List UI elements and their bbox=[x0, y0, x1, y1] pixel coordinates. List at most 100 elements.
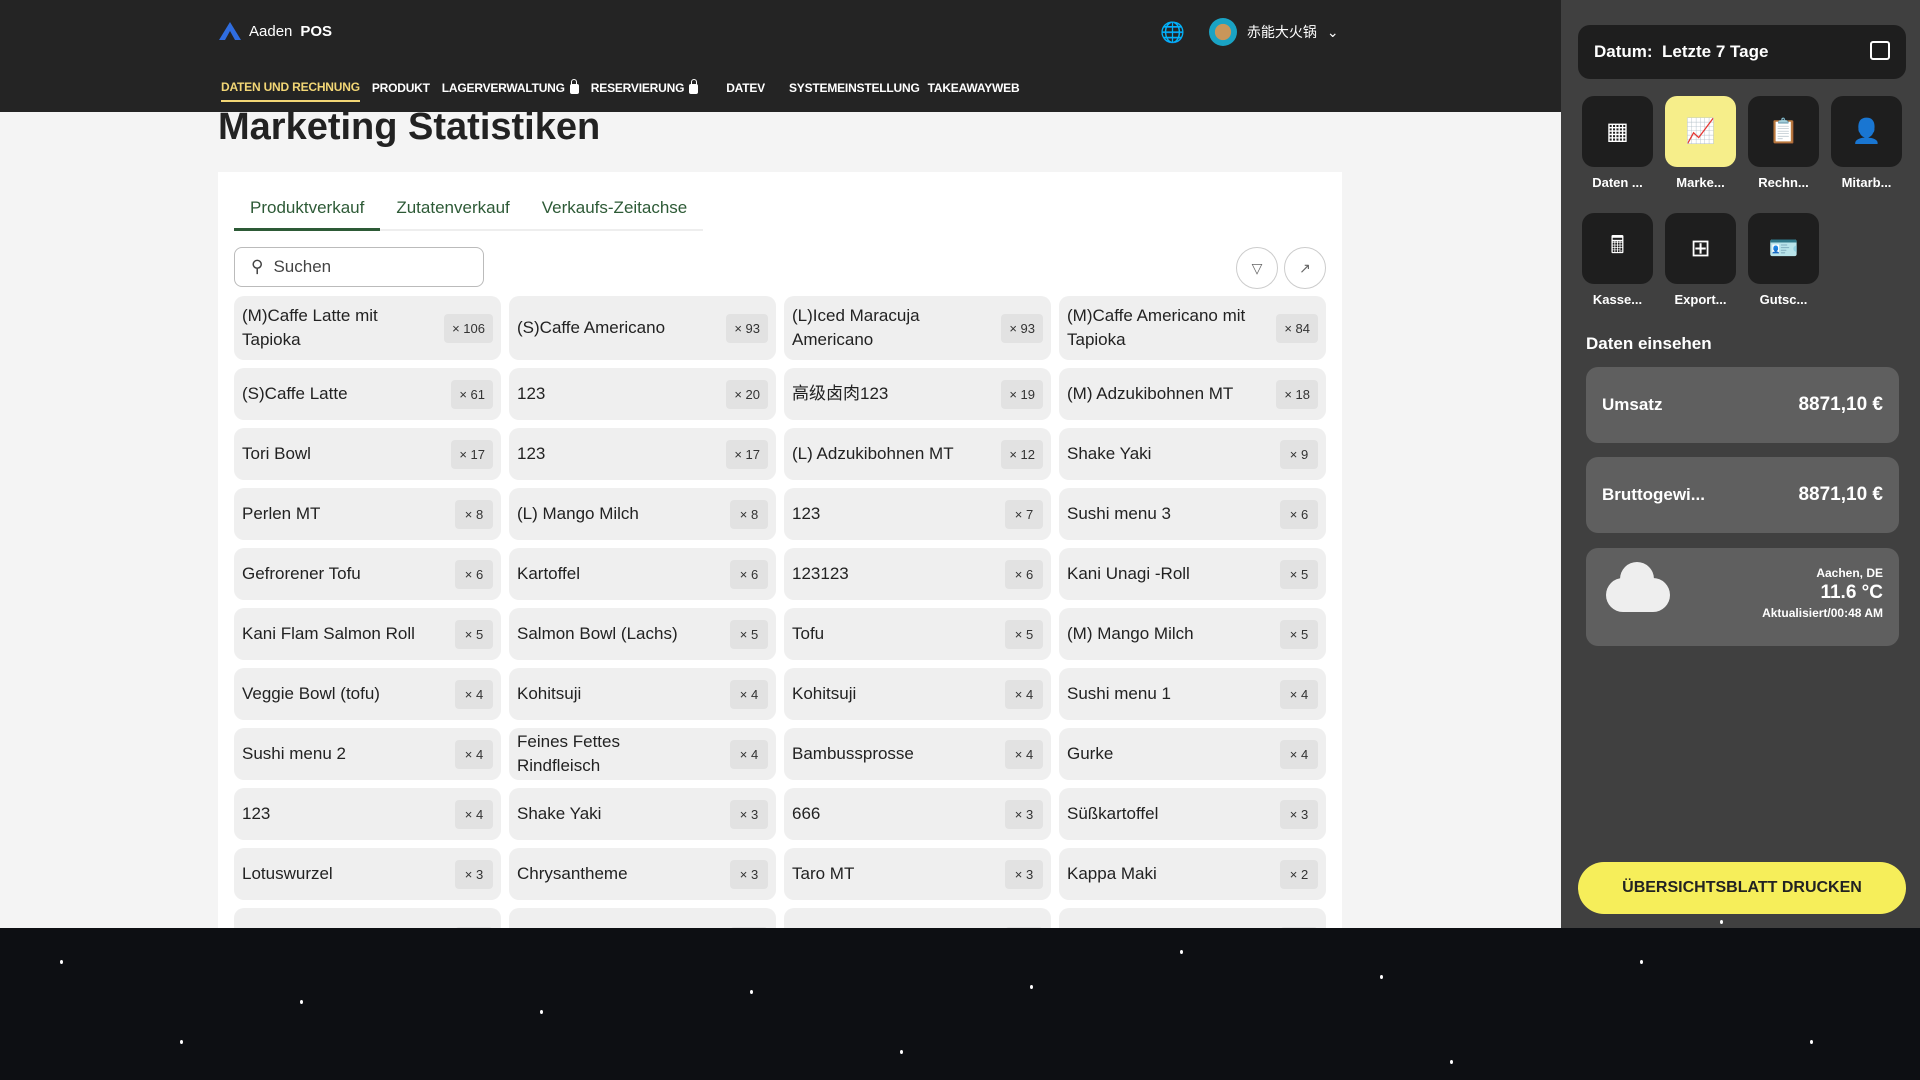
product-item[interactable]: Gefrorener Tofu × 6 bbox=[234, 548, 501, 600]
tab-verkaufs-zeitachse[interactable]: Verkaufs-Zeitachse bbox=[541, 198, 688, 217]
product-item[interactable]: Süßkartoffel × 3 bbox=[1059, 788, 1326, 840]
product-quantity: × 17 bbox=[451, 439, 493, 469]
product-quantity: × 6 bbox=[1005, 559, 1043, 589]
product-item[interactable]: Kohitsuji × 4 bbox=[784, 668, 1051, 720]
product-item[interactable]: Taro MT × 3 bbox=[784, 848, 1051, 900]
product-item[interactable]: Sushi menu 2 × 4 bbox=[234, 728, 501, 780]
product-name: (S)Caffe Americano bbox=[517, 318, 666, 337]
tile-daten[interactable]: ▦ Daten ... bbox=[1582, 76, 1653, 193]
product-item[interactable]: Chrysantheme × 3 bbox=[509, 848, 776, 900]
product-item[interactable]: (M)Caffe Americano mit Tapioka × 84 bbox=[1059, 296, 1326, 360]
tile-gutsc[interactable]: 🪪 Gutsc... bbox=[1748, 193, 1819, 310]
logo-bold: POS bbox=[300, 22, 333, 40]
product-name: Kani Flam Salmon Roll bbox=[242, 624, 415, 643]
tile-export[interactable]: ⊞ Export... bbox=[1665, 193, 1736, 310]
tile-label: Marke... bbox=[1676, 175, 1725, 190]
product-item[interactable]: (L) Mango Milch × 8 bbox=[509, 488, 776, 540]
globe-icon[interactable]: 🌐 bbox=[1160, 21, 1185, 44]
product-item[interactable]: Kartoffel × 6 bbox=[509, 548, 776, 600]
logo[interactable]: Aaden POS bbox=[219, 22, 332, 40]
product-item[interactable]: Bambussprosse × 4 bbox=[784, 728, 1051, 780]
product-item[interactable]: Tofu × 5 bbox=[784, 608, 1051, 660]
star-decoration bbox=[1030, 985, 1033, 989]
product-item[interactable]: Kani Unagi -Roll × 5 bbox=[1059, 548, 1326, 600]
product-item[interactable]: Shake Yaki × 3 bbox=[509, 788, 776, 840]
nav-reservierung[interactable]: RESERVIERUNG bbox=[591, 79, 699, 102]
product-item[interactable]: Veggie Bowl (tofu) × 4 bbox=[234, 668, 501, 720]
product-item[interactable]: (M)Caffe Latte mit Tapioka × 106 bbox=[234, 296, 501, 360]
star-decoration bbox=[300, 1000, 303, 1004]
product-item[interactable]: Salmon Bowl (Lachs) × 5 bbox=[509, 608, 776, 660]
product-name: (L)Iced Maracuja Americano bbox=[792, 306, 920, 349]
product-name: Taro MT bbox=[792, 864, 855, 883]
stat-umsatz[interactable]: Umsatz 8871,10 € bbox=[1586, 367, 1899, 443]
tile-rechn[interactable]: 📋 Rechn... bbox=[1748, 76, 1819, 193]
product-item[interactable]: Tori Bowl × 17 bbox=[234, 428, 501, 480]
product-item[interactable]: (S)Caffe Latte × 61 bbox=[234, 368, 501, 420]
product-item[interactable]: (L) Adzukibohnen MT × 12 bbox=[784, 428, 1051, 480]
nav-lagerverwaltung[interactable]: LAGERVERWALTUNG bbox=[442, 79, 579, 102]
product-item[interactable]: Lotuswurzel × 3 bbox=[234, 848, 501, 900]
product-quantity bbox=[730, 927, 768, 928]
product-item[interactable]: (M) Adzukibohnen MT × 18 bbox=[1059, 368, 1326, 420]
nav-daten-und-rechnung[interactable]: DATEN UND RECHNUNG bbox=[221, 80, 360, 102]
product-item[interactable] bbox=[509, 908, 776, 928]
lock-icon bbox=[569, 79, 579, 94]
product-name: Shake Yaki bbox=[517, 804, 602, 823]
product-item[interactable]: Kohitsuji × 4 bbox=[509, 668, 776, 720]
product-item[interactable]: (M) Mango Milch × 5 bbox=[1059, 608, 1326, 660]
product-quantity: × 7 bbox=[1005, 499, 1043, 529]
product-item[interactable]: Sushi menu 1 × 4 bbox=[1059, 668, 1326, 720]
product-item[interactable]: Sushi menu 3 × 6 bbox=[1059, 488, 1326, 540]
product-item[interactable]: Gurke × 4 bbox=[1059, 728, 1326, 780]
product-item[interactable]: 666 × 3 bbox=[784, 788, 1051, 840]
print-overview-button[interactable]: ÜBERSICHTSBLATT DRUCKEN bbox=[1578, 862, 1906, 914]
product-item[interactable]: 123 × 7 bbox=[784, 488, 1051, 540]
product-item[interactable]: Shake Yaki × 9 bbox=[1059, 428, 1326, 480]
chart-line-icon: 📈 bbox=[1665, 96, 1736, 167]
tile-mitarb[interactable]: 👤 Mitarb... bbox=[1831, 76, 1902, 193]
tile-marke[interactable]: 📈 Marke... bbox=[1665, 76, 1736, 193]
nav-systemeinstellung[interactable]: SYSTEMEINSTELLUNG bbox=[788, 81, 920, 95]
product-item[interactable]: 123 × 17 bbox=[509, 428, 776, 480]
clipboard-icon: 📋 bbox=[1748, 96, 1819, 167]
stat-bruttogewinn[interactable]: Bruttogewi... 8871,10 € bbox=[1586, 457, 1899, 533]
calendar-icon[interactable] bbox=[1870, 41, 1890, 60]
product-item[interactable]: (L)Iced Maracuja Americano × 93 bbox=[784, 296, 1051, 360]
product-quantity: × 4 bbox=[730, 739, 768, 769]
product-item[interactable] bbox=[784, 908, 1051, 928]
product-item[interactable] bbox=[1059, 908, 1326, 928]
product-name: Perlen MT bbox=[242, 504, 321, 523]
trend-button[interactable]: ↗ bbox=[1284, 247, 1326, 289]
product-name: (L) Adzukibohnen MT bbox=[792, 444, 954, 463]
nav-produkt[interactable]: PRODUKT bbox=[371, 81, 430, 95]
lock-icon bbox=[689, 79, 699, 94]
product-item[interactable]: (S)Caffe Americano × 93 bbox=[509, 296, 776, 360]
product-item[interactable]: Kappa Maki × 2 bbox=[1059, 848, 1326, 900]
product-item[interactable]: 123 × 20 bbox=[509, 368, 776, 420]
product-item[interactable]: Kani Flam Salmon Roll × 5 bbox=[234, 608, 501, 660]
tab-zutatenverkauf[interactable]: Zutatenverkauf bbox=[396, 198, 510, 217]
nav-takeawayweb[interactable]: TAKEAWAYWEB bbox=[927, 81, 1020, 95]
product-item[interactable]: 123123 × 6 bbox=[784, 548, 1051, 600]
filter-button[interactable]: ▽ bbox=[1236, 247, 1278, 289]
product-quantity: × 8 bbox=[730, 499, 768, 529]
product-item[interactable] bbox=[234, 908, 501, 928]
product-name: 123 bbox=[242, 804, 271, 823]
product-item[interactable]: 123 × 4 bbox=[234, 788, 501, 840]
product-grid: (M)Caffe Latte mit Tapioka × 106 (S)Caffe … bbox=[234, 296, 1326, 928]
voucher-card-icon: 🪪 bbox=[1748, 213, 1819, 284]
user-menu[interactable]: 🌐 赤能大火锅 ⌄ bbox=[1160, 18, 1339, 46]
product-quantity: × 5 bbox=[1280, 559, 1318, 589]
date-range-selector[interactable]: Datum: Letzte 7 Tage bbox=[1578, 25, 1906, 79]
tab-produktverkauf[interactable]: Produktverkauf bbox=[234, 190, 381, 231]
search-input[interactable]: ⚲ Suchen bbox=[234, 247, 484, 287]
product-quantity: × 4 bbox=[1280, 739, 1318, 769]
product-item[interactable]: Feines Fettes Rindfleisch × 4 bbox=[509, 728, 776, 780]
logo-text: Aaden bbox=[249, 22, 293, 40]
product-item[interactable]: Perlen MT × 8 bbox=[234, 488, 501, 540]
tile-kasse[interactable]: 🖩 Kasse... bbox=[1582, 193, 1653, 310]
product-item[interactable]: 高级卤肉123 × 19 bbox=[784, 368, 1051, 420]
nav-datev[interactable]: DATEV bbox=[726, 81, 765, 95]
product-name: (M) Adzukibohnen MT bbox=[1067, 384, 1234, 403]
